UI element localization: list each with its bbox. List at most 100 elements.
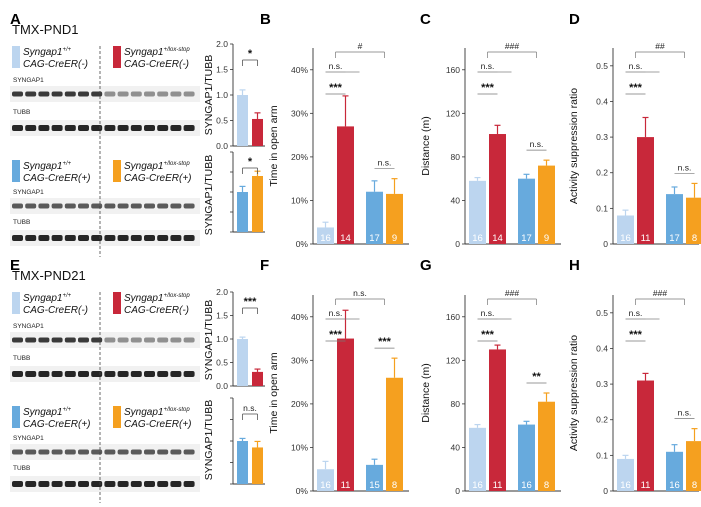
bottom-band2-lane	[12, 371, 23, 377]
band-label: SYNGAP1	[13, 323, 44, 330]
bottom-legend1-swatch	[12, 292, 20, 314]
sig-label: **	[532, 371, 541, 383]
y-tick-label: 0	[603, 239, 608, 249]
band-label: SYNGAP1	[13, 77, 44, 84]
bottom-legend2-swatch	[113, 406, 121, 428]
y-axis-label: Distance (m)	[420, 363, 432, 423]
bar	[237, 192, 248, 232]
bottom-band3-lane	[157, 449, 169, 455]
top-legend1-swatch	[113, 46, 121, 68]
y-tick-label: 0.4	[596, 343, 608, 353]
blot-panel-top: TMX-PND1Syngap1+/+CAG-CreER(-)Syngap1+/l…	[10, 22, 200, 257]
bottom-band1-lane	[157, 337, 169, 343]
n-label: 16	[521, 480, 532, 491]
top-band4-lane	[144, 235, 155, 241]
n-label: 11	[641, 233, 651, 244]
bar	[666, 194, 683, 244]
top-band3-lane	[170, 203, 182, 209]
bar	[337, 126, 354, 244]
top-band1-lane	[104, 91, 116, 97]
bottom-legend2-label-1: Syngap1+/lox-stop	[124, 407, 190, 418]
top-band4-lane	[25, 235, 37, 241]
sig-label: ***	[329, 329, 343, 341]
bottom-band4-lane	[117, 481, 129, 487]
bottom-band1-lane	[170, 337, 182, 343]
bar	[518, 178, 535, 244]
bottom-band2-lane	[64, 371, 76, 377]
y-tick-label: 0.5	[216, 358, 228, 368]
y-axis-label: Activity suppression ratio	[568, 88, 580, 204]
y-tick-label: 1.5	[216, 65, 228, 75]
y-tick-label: 0.2	[596, 168, 608, 178]
sig-label: *	[248, 156, 253, 168]
band-label: TUBB	[13, 355, 30, 362]
top-band4-lane	[104, 235, 116, 241]
bottom-band2-lane	[157, 371, 169, 377]
bar	[469, 427, 486, 491]
bar	[617, 458, 634, 491]
band-label: TUBB	[13, 219, 30, 226]
bottom-band4-lane	[78, 481, 89, 487]
panel-letter-F: F	[260, 257, 269, 274]
bottom-band4-lane	[130, 481, 142, 487]
top-band1-lane	[117, 91, 129, 97]
panel-letter-C: C	[420, 11, 431, 28]
top-band2-lane	[25, 125, 37, 131]
top-band4-lane	[51, 235, 63, 241]
bar	[518, 424, 535, 491]
panel-letter-E: E	[10, 257, 20, 274]
bar	[252, 118, 263, 146]
panel-letter-D: D	[569, 11, 580, 28]
top-band2-lane	[78, 125, 89, 131]
bottom-band4-lane	[91, 481, 103, 487]
n-label: 17	[669, 233, 680, 244]
bottom-band1-lane	[64, 337, 76, 343]
sig-label: *	[248, 48, 253, 60]
bottom-band1-lane	[130, 337, 142, 343]
top-band2-lane	[38, 125, 50, 131]
sig-label: ###	[505, 41, 519, 51]
top-band1-lane	[183, 91, 195, 97]
top-band2-lane	[104, 125, 116, 131]
top-band4-lane	[130, 235, 142, 241]
y-axis-label: Time in open arm	[268, 352, 280, 434]
top-band4-lane	[157, 235, 169, 241]
n-label: 8	[544, 480, 549, 491]
bottom-band2-lane	[25, 371, 37, 377]
chart-H: 0 0.1 0.2 0.3 0.4 0.5 Activity suppression rat…	[568, 288, 701, 496]
y-tick-label: 40	[451, 442, 461, 452]
top-band3-lane	[51, 203, 63, 209]
sig-label: ***	[244, 296, 258, 308]
n-label: 8	[692, 233, 697, 244]
sig-label: n.s.	[481, 308, 495, 318]
bottom-band4-lane	[157, 481, 169, 487]
bottom-band2-lane	[130, 371, 142, 377]
n-label: 17	[521, 233, 532, 244]
y-tick-label: 160	[446, 312, 460, 322]
bottom-band3-lane	[183, 449, 195, 455]
top-band1-background	[10, 86, 200, 102]
top-legend1-label-1: Syngap1+/lox-stop	[124, 47, 190, 58]
y-axis-label: Distance (m)	[420, 116, 432, 176]
top-legend1-label-2: CAG-CreER(-)	[23, 59, 88, 70]
bottom-legend2-swatch	[12, 406, 20, 428]
bottom-band1-lane	[144, 337, 155, 343]
bottom-band3-lane	[38, 449, 50, 455]
top-band3-lane	[104, 203, 116, 209]
chart-D: 0 0.1 0.2 0.3 0.4 0.5 Activity suppression rat…	[568, 41, 701, 249]
y-tick-label: 120	[446, 355, 460, 365]
y-tick-label: 10%	[291, 195, 308, 205]
western-y-label: SYNGAP1/TUBB	[203, 155, 215, 236]
sig-label: ***	[629, 329, 643, 341]
bottom-band2-lane	[91, 371, 103, 377]
bottom-band2-lane	[170, 371, 182, 377]
bottom-band1-lane	[25, 337, 37, 343]
bottom-band2-lane	[51, 371, 63, 377]
blot-title: TMX-PND21	[12, 268, 86, 283]
bar	[252, 176, 263, 232]
top-legend1-swatch	[12, 46, 20, 68]
bar	[252, 371, 263, 386]
sig-label: ###	[505, 288, 519, 298]
